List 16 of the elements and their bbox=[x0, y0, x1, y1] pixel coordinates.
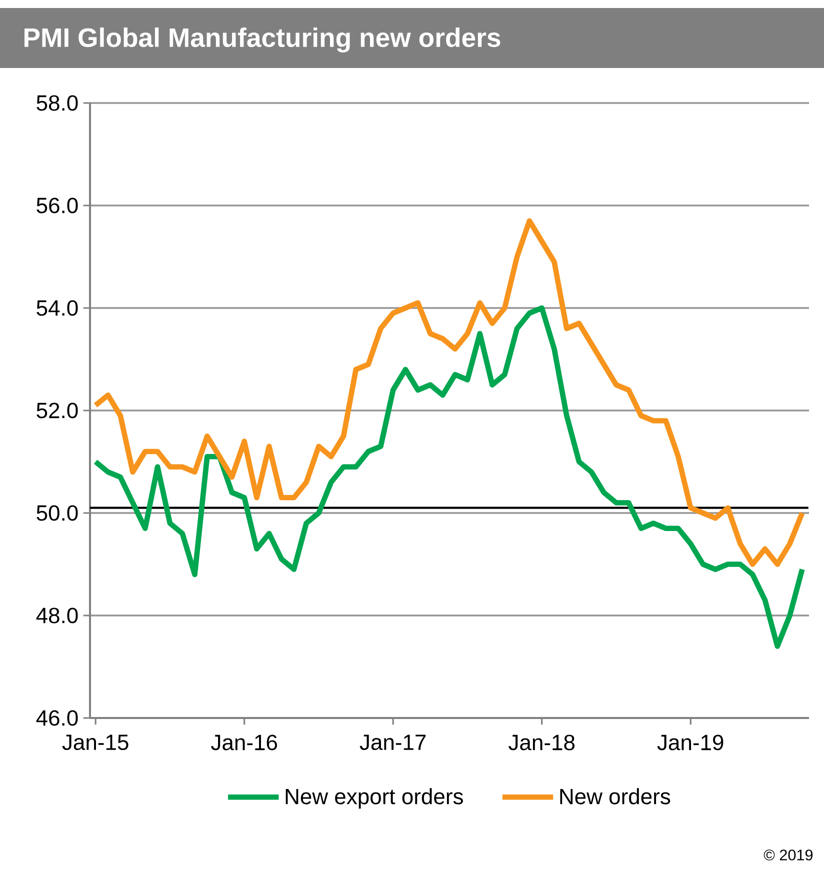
legend-label: New orders bbox=[560, 788, 670, 804]
text: © 2019 bbox=[764, 850, 813, 860]
x-tick-label: Jan-17 bbox=[360, 734, 426, 750]
x-tick-label: Jan-16 bbox=[211, 734, 277, 750]
x-tick-label: Jan-15 bbox=[62, 734, 128, 750]
y-tick-label: 56.0 bbox=[36, 198, 78, 214]
y-tick-label: 52.0 bbox=[36, 402, 78, 418]
x-tick-label: Jan-19 bbox=[657, 734, 724, 750]
y-tick-label: 58.0 bbox=[36, 95, 78, 111]
y-tick-label: 46.0 bbox=[36, 710, 78, 726]
y-tick-label: 50.0 bbox=[36, 505, 78, 521]
legend-label: New export orders bbox=[286, 788, 463, 809]
chart-title: PMI Global Manufacturing new orders bbox=[24, 28, 500, 52]
y-tick-label: 54.0 bbox=[36, 300, 78, 316]
x-tick-label: Jan-18 bbox=[508, 734, 575, 750]
y-tick-label: 48.0 bbox=[36, 608, 78, 624]
